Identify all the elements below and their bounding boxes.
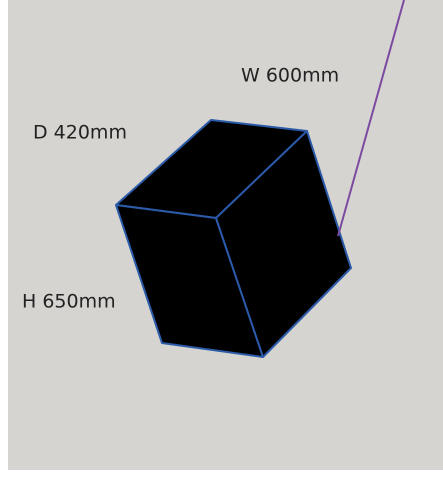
height-label: H 650mm: [22, 291, 116, 313]
depth-label: D 420mm: [33, 122, 127, 144]
pointer-line: [337, 0, 405, 237]
width-label: W 600mm: [241, 65, 339, 87]
cube: [115, 119, 352, 358]
cube-right-face: [215, 130, 352, 358]
